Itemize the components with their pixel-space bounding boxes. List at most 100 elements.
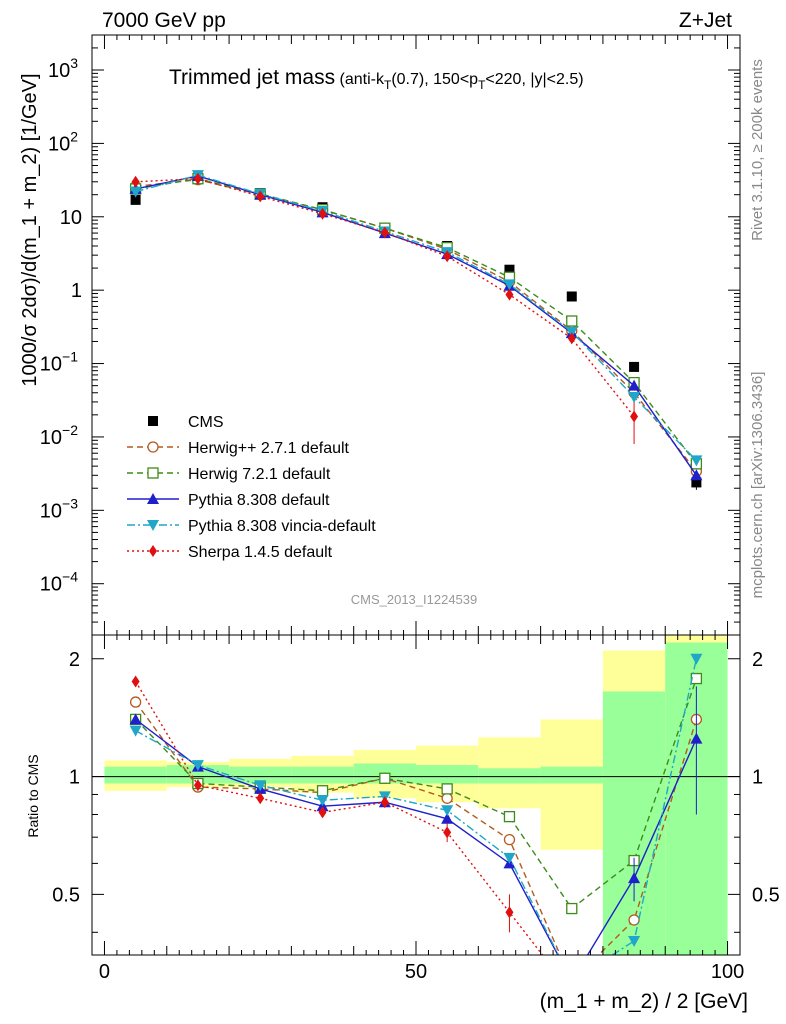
ratio-point [254,780,267,792]
chart-title-line: Trimmed jet mass (anti-kT(0.7), 150<pT<2… [169,66,584,92]
ratio-line-herwig-7-2-1-default [135,678,698,910]
ratio-band-stat-0 [104,766,167,784]
ratio-series-pythia-8-308-vincia-default [129,653,703,987]
x-tick-label: 50 [405,961,427,983]
legend-label: Herwig 7.2.1 default [188,466,331,483]
data-point [565,326,578,338]
ratio-point [443,826,452,839]
ratio-point [316,785,329,797]
legend-label: Sherpa 1.4.5 default [188,544,333,561]
ratio-point [131,675,140,688]
legend-label: CMS [188,414,224,431]
legend-label: Pythia 8.308 vincia-default [188,518,376,535]
x-axis-label: (m_1 + m_2) / 2 [GeV] [540,990,748,1013]
ratio-line-sherpa-1-4-5-default [135,681,544,955]
ratio-point [129,696,142,708]
ratio-line-pythia-8-308-default [135,718,698,955]
data-point [629,361,640,372]
ratio-point [379,772,391,784]
data-point [690,455,703,467]
ratio-point [628,936,641,948]
data-point [566,291,577,302]
legend-marker [147,441,159,453]
series-line-pythia-8-308-vincia-default [135,174,697,461]
ratio-point [380,796,389,809]
data-point [691,477,702,488]
ratio-series-sherpa-1-4-5-default [131,675,544,955]
ratio-point [567,976,577,986]
y-tick-label: 10 [60,207,82,229]
ratio-panel-plot [92,653,740,987]
subtitle-sub-t2: T [478,78,486,92]
mcplots-label: mcplots.cern.ch [arXiv:1306.3436] [749,372,766,599]
chart-title: Trimmed jet mass [169,66,335,89]
ratio-y-axis-label: Ratio to CMS [25,754,41,837]
ratio-series-pythia-8-308-default [129,686,703,986]
ratio-y-tick-label: 2 [69,649,80,671]
data-point [256,190,265,203]
ratio-y-tick-label-right: 0.5 [752,884,780,906]
ratio-point [129,725,142,737]
ratio-point [503,810,516,823]
series-line-herwig-2-7-1-default [135,179,697,472]
data-point [628,379,641,391]
series-line-sherpa-1-4-5-default [135,178,635,417]
chart-subtitle: (anti-kT(0.7), 150<pT<220, |y|<2.5) [340,71,584,92]
ratio-point [318,806,327,819]
process-label: Z+Jet [679,9,732,32]
legend-marker [149,545,157,557]
y-tick-label: 10−4 [40,569,78,596]
axes-ticks: 10−4 10−3 10−2 10−1 1 10 102 103 0 50 100 0.5 0.5 1 1 2… [40,34,780,983]
data-point [690,469,703,481]
ratio-point [129,713,142,725]
ratio-point [441,783,453,795]
main-panel-plot [129,169,703,490]
legend-label: Pythia 8.308 default [188,492,330,509]
y-tick-label: 1 [71,280,82,302]
data-point [504,264,515,275]
ratio-band-stat-2 [229,766,292,784]
ratio-point [441,812,454,824]
data-point [130,194,141,205]
ratio-point [690,732,703,744]
y-tick-label: 103 [48,55,78,82]
legend-item-pythia-8-308-default: Pythia 8.308 default [127,492,330,509]
legend-marker [148,416,158,426]
x-tick-label: 0 [99,961,110,983]
legend-label: Herwig++ 2.7.1 default [188,440,350,457]
ratio-band-stat-8 [602,691,666,955]
data-point [566,315,578,327]
legend-item-herwig-7-2-1-default: Herwig 7.2.1 default [127,466,331,483]
data-point [380,226,389,239]
data-point [567,332,576,345]
legend-marker [147,520,159,531]
ratio-y-tick-label: 0.5 [52,884,80,906]
ratio-point [191,760,204,772]
y-axis-label: 1000/σ 2dσ)/d(m_1 + m_2) [1/GeV] [19,73,41,386]
ratio-band-total-7 [540,719,603,850]
ratio-band-stat-3 [291,766,354,784]
series-line-pythia-8-308-default [135,175,697,476]
ratio-band-stat-7 [540,766,603,784]
ratio-y-tick-label-right: 1 [752,767,763,789]
ratio-point [256,792,265,805]
analysis-id: CMS_2013_I1224539 [351,592,478,607]
ratio-point [193,779,202,792]
legend-item-herwig-2-7-1-default: Herwig++ 2.7.1 default [127,440,350,457]
data-point [318,207,327,220]
legend-item-cms: CMS [148,414,224,431]
ratio-point [690,672,703,685]
legend: CMS Herwig++ 2.7.1 default Herwig 7.2.1 de… [127,414,376,561]
ratio-point [566,975,578,986]
rivet-label: Rivet 3.1.10, ≥ 200k events [749,59,766,241]
ratio-uncertainty-bands [104,635,728,955]
ratio-point [628,872,641,884]
ratio-point [566,976,578,987]
y-tick-label: 10−3 [40,495,78,522]
ratio-point [441,792,453,804]
ratio-band-stat-6 [478,768,541,784]
ratio-y-tick-label-right: 2 [752,649,763,671]
legend-marker [147,493,159,504]
ratio-point [628,914,640,926]
